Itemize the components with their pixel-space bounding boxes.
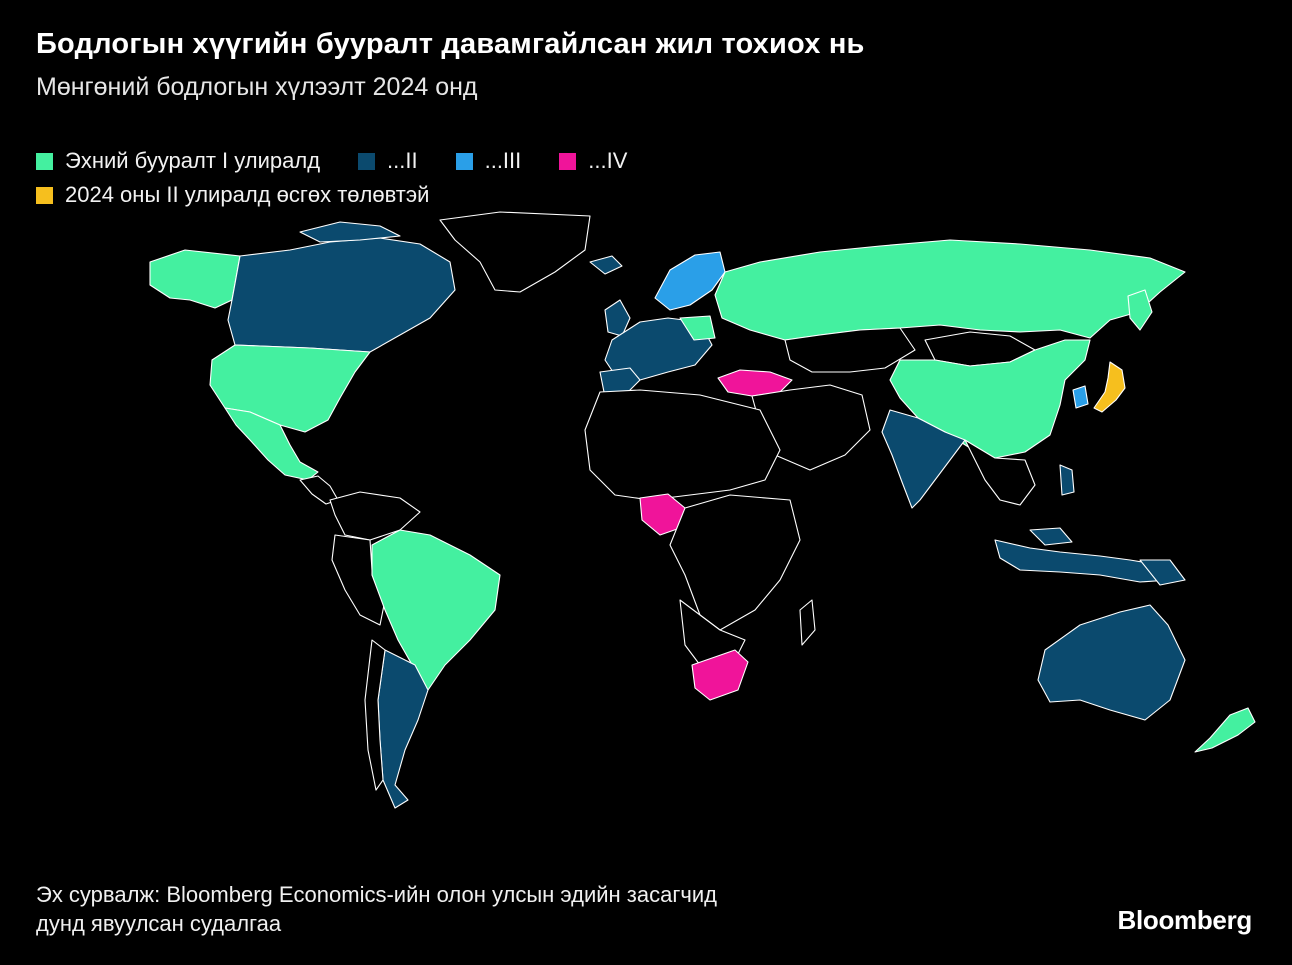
legend-swatch-q1	[36, 152, 53, 170]
region-southeast-asia	[964, 439, 1036, 506]
region-peru-bolivia	[331, 534, 386, 626]
region-scandinavia	[654, 251, 726, 311]
source-line-2: дунд явуулсан судалгаа	[36, 911, 282, 936]
bloomberg-logo: Bloomberg	[1117, 905, 1252, 935]
source-line-1: Эх сурвалж: Bloomberg Economics-ийн олон…	[36, 882, 717, 907]
region-central-asia	[784, 327, 916, 373]
legend-item-q4: ...IV	[559, 148, 627, 174]
world-map	[149, 211, 1256, 809]
legend-label-q1: Эхний бууралт I улиралд	[65, 148, 321, 173]
legend-label-q3: ...III	[484, 148, 522, 173]
legend-swatch-q3	[455, 152, 473, 170]
legend-item-hike: 2024 оны II улиралд өсгөх төлөвтэй	[36, 182, 429, 208]
legend: Эхний бууралт I улиралд ...II ...III ...…	[36, 144, 796, 212]
legend-row-1: Эхний бууралт I улиралд ...II ...III ...…	[36, 144, 796, 178]
region-greenland	[439, 211, 591, 293]
region-india	[881, 409, 966, 509]
region-north-africa	[584, 389, 781, 501]
source-note: Эх сурвалж: Bloomberg Economics-ийн олон…	[36, 880, 936, 938]
chart-title: Бодлогын хүүгийн бууралт давамгайлсан жи…	[36, 28, 865, 60]
legend-label-hike: 2024 оны II улиралд өсгөх төлөвтэй	[65, 182, 430, 207]
legend-label-q4: ...IV	[588, 148, 628, 173]
legend-label-q2: ...II	[387, 148, 418, 173]
legend-item-q2: ...II	[358, 148, 418, 174]
legend-swatch-hike	[36, 186, 53, 204]
region-uk	[604, 299, 631, 337]
region-new-guinea	[1139, 559, 1186, 586]
region-poland	[679, 315, 716, 341]
chart-subtitle: Мөнгөний бодлогын хүлээлт 2024 онд	[36, 73, 478, 101]
region-japan	[1093, 361, 1126, 413]
region-australia	[1037, 604, 1186, 721]
region-madagascar	[799, 599, 816, 646]
region-usa	[209, 344, 371, 433]
region-south-korea	[1072, 385, 1089, 409]
region-brazil	[371, 529, 501, 691]
legend-swatch-q4	[559, 152, 577, 170]
region-new-zealand	[1194, 707, 1256, 753]
legend-swatch-q2	[358, 152, 376, 170]
region-alaska	[149, 249, 241, 309]
region-canada	[227, 237, 456, 353]
region-iberia	[599, 367, 641, 393]
region-south-africa	[691, 649, 749, 701]
region-kamchatka	[1127, 289, 1153, 331]
region-iceland	[589, 255, 623, 275]
legend-item-q1: Эхний бууралт I улиралд	[36, 148, 320, 174]
legend-item-q3: ...III	[455, 148, 522, 174]
region-mexico	[224, 407, 319, 481]
legend-row-2: 2024 оны II улиралд өсгөх төлөвтэй	[36, 178, 796, 212]
region-chile	[364, 639, 386, 791]
region-central-africa	[669, 494, 801, 631]
region-turkey	[717, 369, 793, 397]
region-philippines	[1059, 464, 1075, 496]
region-canada-arctic	[299, 221, 401, 243]
region-malaysia	[1029, 527, 1073, 546]
region-russia	[714, 239, 1186, 341]
